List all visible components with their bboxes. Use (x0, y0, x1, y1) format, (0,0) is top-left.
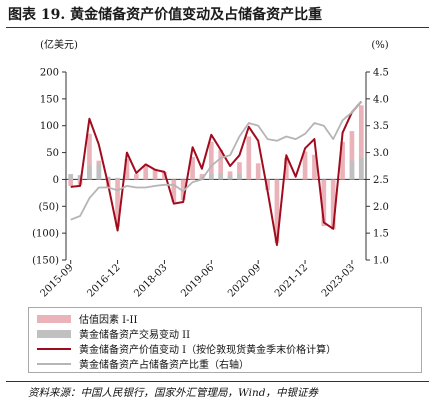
legend-label: 黄金储备资产价值变动 I（按伦敦现货黄金季末价格计算） (79, 345, 337, 356)
valuation-bar (124, 159, 130, 180)
transaction-bar (115, 177, 120, 180)
valuation-bar (133, 174, 139, 180)
valuation-bar (218, 149, 224, 180)
valuation-bar (180, 179, 186, 200)
transaction-bar (237, 174, 242, 180)
valuation-bar (143, 165, 149, 180)
valuation-bar (349, 131, 355, 180)
left-axis-tick-label: (100) (32, 229, 59, 240)
transaction-bar (208, 174, 214, 180)
valuation-bar (340, 141, 345, 180)
valuation-bar (162, 171, 167, 180)
left-axis-tick-label: 0 (53, 175, 59, 186)
right-axis-tick-label: 4.5 (373, 68, 389, 79)
value-change-line (70, 100, 363, 246)
transaction-bar (358, 157, 364, 180)
valuation-bar (283, 157, 289, 180)
source-note: 资料来源：中国人民银行，国家外汇管理局，Wind，中银证券 (28, 387, 318, 399)
x-axis-tick-label: 2023-03 (320, 262, 357, 299)
left-axis-unit: (亿美元) (40, 38, 78, 51)
right-axis-tick-label: 1.5 (373, 229, 389, 240)
legend-label: 估值因素 I-II (79, 315, 138, 326)
gold-reserve-chart: (亿美元) (%) 200 150 100 50 0 (50) (100) (150) 4.5 4.0… (32, 38, 389, 300)
legend-swatch-pink-bar (37, 314, 71, 323)
valuation-bar (246, 136, 252, 180)
valuation-bar (115, 179, 120, 227)
valuation-bar (208, 141, 214, 180)
left-axis-tick-label: 150 (40, 94, 59, 105)
left-axis-tick-label: 200 (40, 68, 59, 79)
right-axis-tick-label: 2.0 (373, 202, 389, 213)
transaction-bar (96, 164, 102, 180)
source-divider (6, 381, 429, 382)
right-axis-tick-label: 4.0 (373, 94, 389, 105)
left-axis-tick-label: (150) (32, 256, 59, 267)
transaction-bar (218, 172, 224, 180)
valuation-bar (68, 179, 74, 186)
legend-swatch-red-line (37, 347, 71, 350)
right-axis-tick-label: 2.5 (373, 175, 389, 186)
chart-title: 图表 19. 黄金储备资产价值变动及占储备资产比重 (8, 7, 323, 23)
legend-label: 黄金储备资产占储备资产比重（右轴） (79, 360, 249, 371)
valuation-bar (190, 156, 195, 180)
valuation-bar (302, 151, 308, 180)
legend-swatch-grey-bar (37, 329, 71, 338)
valuation-bar (312, 154, 317, 180)
left-axis-tick-label: (50) (38, 202, 59, 213)
transaction-bar (227, 175, 233, 180)
valuation-bar (152, 168, 158, 180)
title-divider (6, 27, 429, 28)
legend-item-value-change: 黄金储备资产价值变动 I（按伦敦现货黄金季末价格计算） (37, 341, 421, 356)
valuation-bar (274, 179, 280, 243)
valuation-bar (87, 133, 92, 180)
transaction-bar (105, 176, 111, 180)
right-axis-tick-label: 3.5 (373, 121, 389, 132)
legend-swatch-grey-line (37, 362, 71, 365)
transaction-bar (77, 175, 83, 180)
valuation-bar (358, 105, 364, 180)
x-axis-tick-label: 2021-12 (273, 262, 310, 299)
share-line (70, 100, 362, 221)
right-axis-unit: (%) (371, 40, 388, 51)
valuation-bar (265, 179, 270, 191)
transaction-bar (68, 174, 74, 180)
x-axis-tick-label: 2016-12 (86, 262, 123, 299)
right-axis-tick-label: 1.0 (373, 256, 389, 267)
transaction-bar (87, 165, 92, 180)
chart-legend: 估值因素 I-II 黄金储备资产交易变动 II 黄金储备资产价值变动 I（按伦敦… (28, 307, 422, 373)
transaction-bar (349, 160, 355, 180)
left-axis-tick-label: 50 (46, 148, 59, 159)
left-axis-tick-label: 100 (40, 121, 59, 132)
x-axis-tick-label: 2018-03 (132, 262, 169, 299)
right-axis-tick-label: 3.0 (373, 148, 389, 159)
valuation-bar (237, 162, 242, 180)
valuation-bar (321, 179, 327, 227)
legend-item-share: 黄金储备资产占储备资产比重（右轴） (37, 356, 421, 371)
valuation-bar (255, 163, 261, 180)
valuation-bar (330, 179, 336, 230)
legend-item-valuation: 估值因素 I-II (37, 311, 421, 326)
valuation-bar (171, 179, 177, 202)
legend-item-transaction: 黄金储备资产交易变动 II (37, 326, 421, 341)
x-axis-tick-label: 2020-09 (226, 262, 263, 299)
x-axis-tick-label: 2015-09 (39, 262, 76, 299)
legend-label: 黄金储备资产交易变动 II (79, 330, 191, 341)
x-axis-tick-label: 2019-06 (179, 262, 216, 299)
